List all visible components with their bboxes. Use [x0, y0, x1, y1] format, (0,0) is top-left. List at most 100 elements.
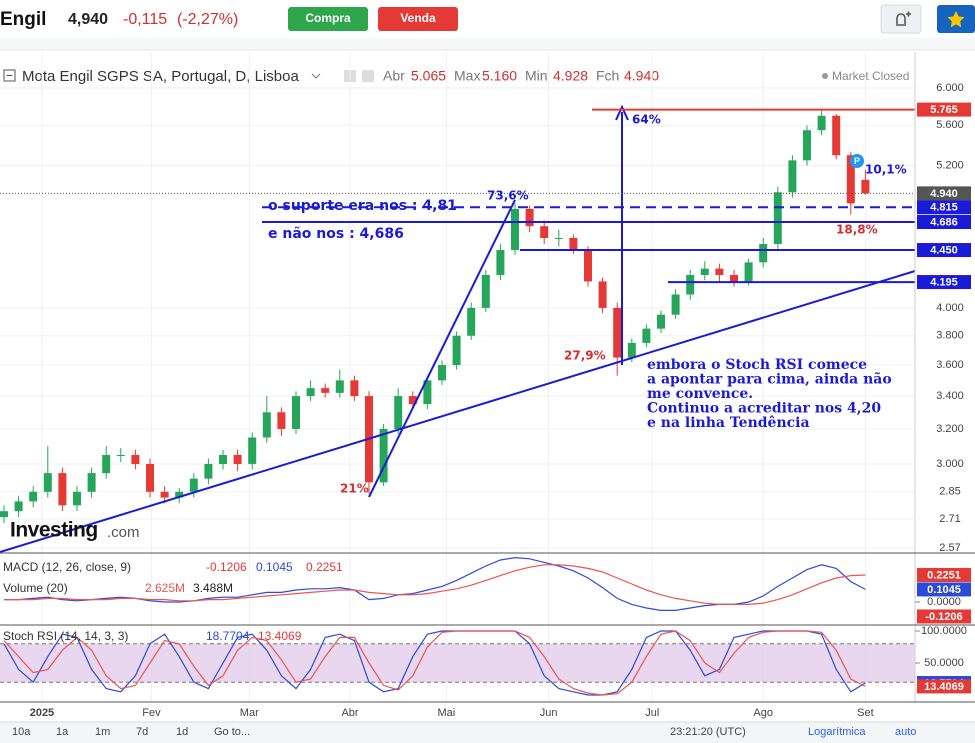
levels: 4.940 5.765 4.815 4.686 4.450 4.195	[0, 102, 971, 290]
level-tag: 5.765	[930, 104, 958, 116]
level-tag: 4.450	[930, 244, 958, 256]
candle-body	[87, 473, 96, 492]
candle-body	[817, 115, 826, 131]
log-toggle[interactable]: Logarítmica	[808, 726, 866, 738]
candle-body	[233, 455, 242, 464]
y-tick-label: 5.200	[936, 159, 964, 171]
candle-body	[861, 179, 870, 194]
candle-body	[452, 335, 461, 366]
candle-body	[438, 365, 446, 381]
candle-body	[262, 412, 271, 438]
footer	[0, 722, 975, 743]
level-tag-bg	[917, 200, 971, 215]
grid-layer: 6.000 5.600 5.200 4.000 3.800 3.600 3.400 3.200…	[0, 52, 964, 702]
stoch-pane: 100.0000 50.0000 Stoch RSI (14, 14, 3, 3) 1…	[0, 625, 971, 696]
candle-body	[321, 388, 330, 393]
candle-body	[204, 463, 213, 479]
star-icon	[947, 11, 965, 28]
macd-legend-value: 0.2251	[306, 560, 343, 574]
stoch-legend-value: 18.7704	[206, 629, 250, 643]
settings-icon[interactable]	[362, 70, 374, 82]
candle-body	[773, 192, 782, 244]
ohlc-value: 4.940	[624, 68, 659, 84]
candle-body	[0, 511, 8, 518]
market-status: Market Closed	[832, 69, 909, 83]
y-tick-label: 100.0000	[921, 625, 967, 637]
y-tick-label: 3.200	[936, 423, 964, 435]
candle-body	[759, 243, 768, 263]
candle-body	[525, 208, 534, 227]
candle-body	[832, 115, 841, 156]
note-line: Continuo a acreditar nos 4,20	[647, 401, 881, 417]
change-pct: (-2,27%)	[177, 11, 238, 28]
y-tick-label: 2.71	[939, 513, 960, 525]
candle-body	[686, 274, 695, 295]
candle-body	[394, 396, 403, 429]
range-button[interactable]: 7d	[136, 726, 148, 738]
candle-body	[584, 250, 592, 282]
volume-title: Volume (20)	[3, 581, 68, 595]
title-dropdown[interactable]	[311, 73, 321, 79]
stoch-tag-bg	[917, 679, 971, 694]
candle-body	[598, 281, 607, 308]
macd-legend-value: -0.1206	[206, 560, 247, 574]
range-button[interactable]: 1d	[176, 726, 188, 738]
alert-button[interactable]	[880, 4, 922, 34]
candle-body	[423, 380, 432, 405]
annotation: o suporte era nos : 4,81	[268, 198, 457, 214]
candle-body	[744, 262, 753, 282]
stoch-tag: 13.4069	[924, 681, 964, 693]
candle-body	[29, 491, 38, 502]
range-button[interactable]: 10a	[12, 726, 31, 738]
x-tick-label: Abr	[341, 707, 358, 719]
sell-label[interactable]: Venda	[400, 11, 436, 25]
macd-tag-bg	[917, 582, 971, 597]
last-price-tag: 4.940	[930, 188, 958, 200]
header-bar	[0, 0, 975, 38]
ohlc-label: Fch	[596, 68, 619, 84]
annotation: 64%	[632, 113, 661, 127]
annotation: 18,8%	[836, 223, 878, 237]
chart-title: Mota Engil SGPS SA, Portugal, D, Lisboa	[22, 68, 299, 85]
macd-pane: 0.0000 MACD (12, 26, close, 9) -0.1206 -0.1…	[3, 556, 971, 624]
macd-tag-bg	[917, 609, 971, 624]
stoch-line	[3, 630, 866, 696]
candle-body	[219, 455, 227, 464]
range-button[interactable]: 1a	[56, 726, 69, 738]
note-line: e na linha Tendência	[647, 415, 810, 431]
buy-label[interactable]: Compra	[305, 11, 351, 25]
ohlc-row: Abr 5.065 Max 5.160 Min 4.928 Fch 4.940	[383, 68, 659, 84]
macd-line	[4, 564, 866, 605]
auto-toggle[interactable]: auto	[895, 726, 916, 738]
x-tick-label: Mai	[438, 707, 456, 719]
candle-body	[569, 237, 578, 251]
candle-body	[335, 380, 344, 393]
alert-icon	[896, 11, 911, 26]
note-line: me convence.	[647, 386, 753, 402]
candle-body	[540, 226, 549, 238]
macd-tag-bg	[917, 567, 971, 582]
y-tick-label: 3.600	[936, 359, 964, 371]
sell-button[interactable]	[378, 7, 458, 31]
candle-body	[292, 396, 300, 429]
candle-body	[627, 342, 636, 358]
y-tick-label: 5.600	[936, 119, 964, 131]
level-tag: 4.195	[930, 276, 958, 288]
candle-body	[146, 463, 154, 492]
stoch-title: Stoch RSI (14, 14, 3, 3)	[3, 629, 128, 643]
candle-body	[58, 473, 67, 506]
y-tick-label: 2.57	[939, 542, 960, 554]
y-tick-label: 3.000	[936, 458, 964, 470]
annotation: 27,9%	[564, 349, 606, 363]
candle-body	[73, 491, 81, 506]
range-button[interactable]: 1m	[95, 726, 110, 738]
level-tag-bg	[917, 275, 971, 290]
collapse-icon[interactable]	[3, 69, 16, 82]
candle-body	[511, 208, 519, 251]
buy-button[interactable]	[288, 7, 368, 31]
goto-button[interactable]: Go to...	[214, 726, 250, 738]
x-tick-label: Jun	[540, 707, 558, 719]
level-tag-bg	[917, 102, 971, 117]
macd-tag: 0.1045	[927, 584, 961, 596]
